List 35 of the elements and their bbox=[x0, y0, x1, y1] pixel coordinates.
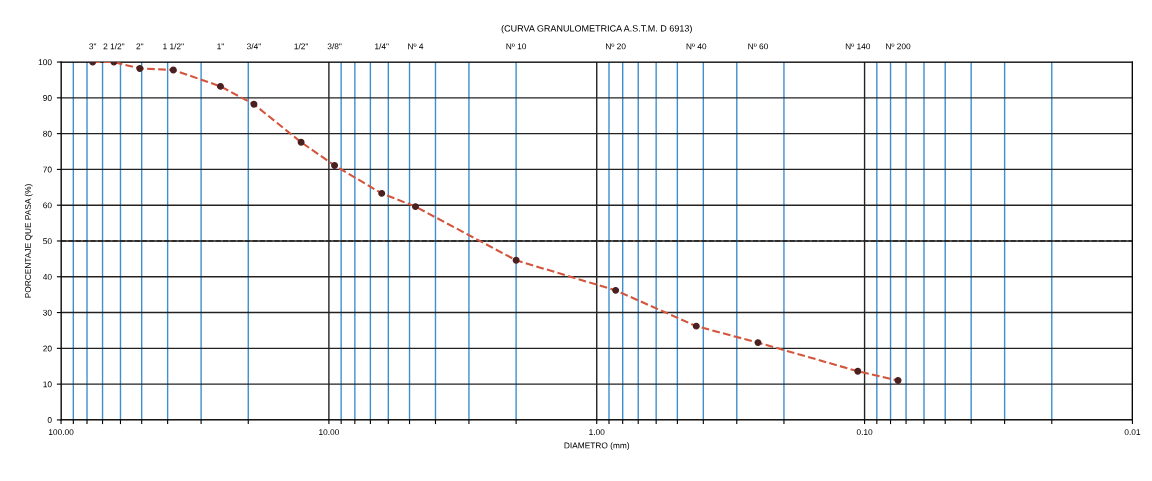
y-tick-label: 60 bbox=[43, 202, 52, 209]
y-axis-title: PORCENTAJE QUE PASA (%) bbox=[24, 184, 33, 298]
x-tick-label: 10.00 bbox=[319, 429, 339, 436]
text: Nº 60 bbox=[748, 43, 768, 50]
y-tick-label: 70 bbox=[43, 166, 52, 173]
text: 1/2" bbox=[294, 43, 309, 50]
y-tick-label: 50 bbox=[43, 238, 52, 245]
text: Nº 40 bbox=[686, 43, 707, 50]
text: Nº 10 bbox=[506, 43, 527, 50]
x-tick-label: 0.01 bbox=[1124, 429, 1141, 436]
y-tick-label: 40 bbox=[42, 273, 52, 280]
text: 3" bbox=[89, 43, 97, 50]
chart-title: (CURVA GRANULOMETRICA A.S.T.M. D 6913) bbox=[501, 24, 692, 34]
x-axis-title: DIAMETRO (mm) bbox=[564, 442, 630, 451]
text: 2 1/2" bbox=[103, 43, 125, 50]
text: Nº 20 bbox=[606, 43, 626, 50]
y-tick-label: 0 bbox=[47, 417, 52, 424]
y-tick-label: 100 bbox=[38, 59, 52, 66]
y-tick-label: 90 bbox=[43, 95, 52, 101]
text: 2" bbox=[136, 43, 144, 50]
y-tick-label: 80 bbox=[43, 130, 52, 137]
y-tick-label: 10 bbox=[43, 381, 52, 388]
text: Nº 200 bbox=[886, 43, 911, 50]
text: 3/4" bbox=[246, 43, 261, 50]
text: Nº 4 bbox=[408, 43, 424, 50]
text: Nº 140 bbox=[845, 43, 871, 50]
x-tick-label: 1.00 bbox=[589, 429, 605, 436]
x-tick-label: 0.10 bbox=[856, 429, 873, 436]
text: 1 1/2" bbox=[163, 43, 184, 50]
text: 1" bbox=[217, 43, 224, 50]
y-tick-label: 30 bbox=[43, 309, 52, 316]
y-tick-label: 20 bbox=[43, 345, 52, 352]
text: 3/8" bbox=[327, 43, 342, 50]
text: 1/4" bbox=[375, 43, 389, 50]
x-tick-label: 100.00 bbox=[48, 429, 74, 436]
